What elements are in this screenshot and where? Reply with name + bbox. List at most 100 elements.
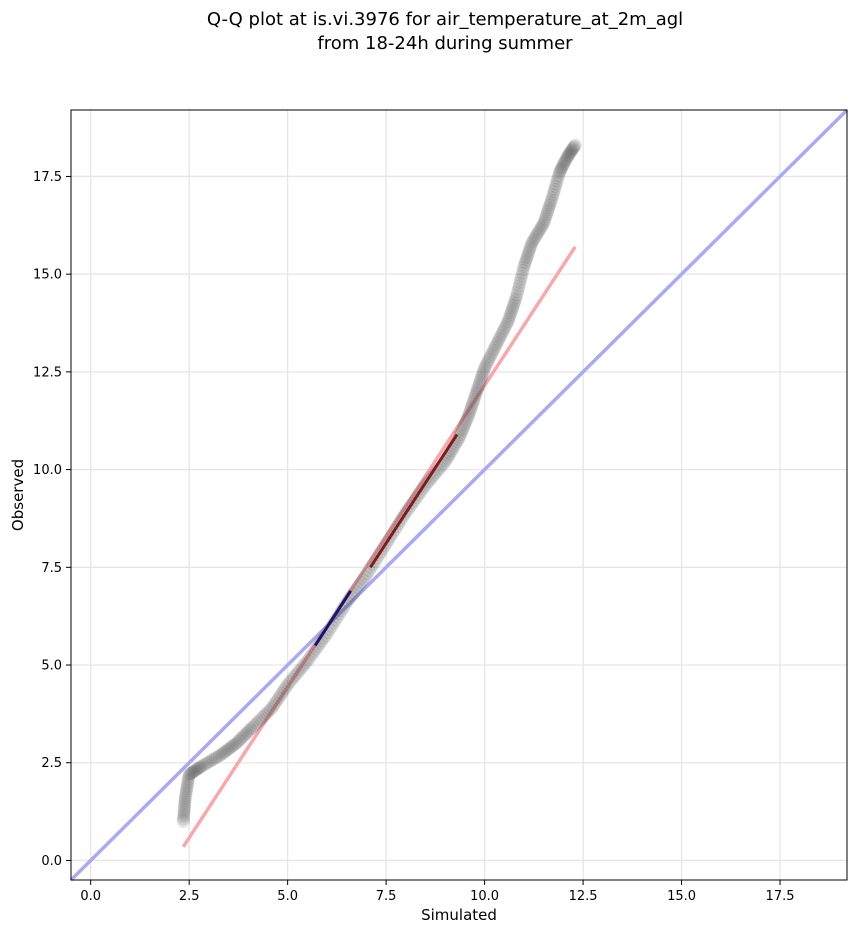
scatter-point [517,257,532,272]
scatter-point [299,656,313,670]
scatter-point [271,691,286,705]
scatter-point [225,739,239,754]
scatter-point [251,714,266,728]
scatter-point [291,665,305,679]
axis-ticks: 0.0 2.5 5.0 7.5 10.0 12.5 15.0 17.5 0.0 2.5 5.0 7.5… [33,170,794,904]
scatter-point [465,397,480,411]
y-tick-label: 12.5 [33,365,62,380]
scatter-point [537,214,552,229]
scatter-point [181,774,195,789]
scatter-point [562,147,576,162]
scatter-point [526,234,540,248]
scatter-point [223,741,238,755]
scatter-point [459,413,474,428]
scatter-point [562,146,577,161]
scatter-point [268,696,283,710]
scatter-point [362,564,376,578]
y-tick-label: 5.0 [41,659,62,674]
scatter-point [538,212,552,226]
scatter-point [247,718,262,732]
scatter-point [245,720,260,734]
x-tick-label: 0.0 [80,889,101,904]
scatter-point [241,725,255,739]
scatter-point [507,296,522,310]
scatter-point [259,706,274,721]
scatter-point [179,784,194,798]
scatter-point [482,352,496,367]
scatter-point [469,385,484,399]
scatter-point [457,418,472,432]
scatter-point [177,798,192,812]
scatter-point [494,329,508,343]
scatter-point [543,198,557,212]
scatter-point [454,425,469,439]
scatter-point [200,756,214,770]
scatter-point [279,679,294,693]
scatter-point [491,333,506,348]
scatter-point [253,712,268,727]
y-tick-label: 7.5 [41,561,62,576]
y-tick-label: 0.0 [41,854,62,869]
scatter-point [555,159,570,174]
scatter-point [202,755,216,769]
highlight-segment [369,433,459,569]
scatter-point [564,144,578,158]
scatter-point [236,729,250,744]
scatter-point [478,359,493,374]
scatter-point [528,230,542,245]
scatter-point [514,269,529,284]
scatter-point [462,406,477,421]
scatter-point [483,350,497,364]
scatter-point [476,366,490,381]
scatter-point [305,648,319,662]
scatter-point [464,399,479,414]
scatter-point [512,279,526,293]
scatter-point [180,777,195,791]
scatter-point [545,190,559,205]
scatter-point [214,748,228,762]
scatter-point [196,758,210,773]
chart-subtitle: from 18-24h during summer [317,33,573,54]
grid [71,110,847,880]
scatter-point [559,151,574,166]
scatter-point [210,750,224,764]
scatter-point [452,430,467,444]
scatter-point [177,807,191,822]
scatter-point [230,736,244,750]
scatter-point [307,645,321,659]
scatter-point [506,300,520,315]
scatter-point [470,383,484,397]
scatter-point [473,373,488,388]
scatter-point [456,420,471,435]
scatter-point [481,354,495,369]
scatter-point [565,143,579,157]
scatter-point [550,174,564,188]
scatter-point [220,743,234,757]
scatter-point [228,737,242,751]
scatter-point [183,766,198,781]
scatter-point [484,347,499,362]
scatter-point [505,303,519,317]
fit-line [181,245,577,848]
scatter-point [249,716,264,730]
scatter-point [301,653,315,667]
scatter-point [557,156,571,170]
scatter-point [529,228,544,243]
scatter-point [516,263,530,277]
scatter-point [194,759,208,774]
scatter-point [273,689,287,703]
scatter-point [555,161,569,175]
scatter-point [520,250,534,265]
scatter-point [198,757,212,771]
y-tick-label: 10.0 [33,463,62,478]
scatter-point [464,402,478,416]
scatter-point [458,416,473,430]
scatter-point [490,336,504,350]
scatter-point [502,312,516,327]
scatter-point [184,766,199,780]
scatter-point [509,291,523,305]
scatter-point [276,684,291,698]
scatter-point [233,733,247,747]
scatter-point [502,310,517,324]
scatter-point [503,307,518,322]
